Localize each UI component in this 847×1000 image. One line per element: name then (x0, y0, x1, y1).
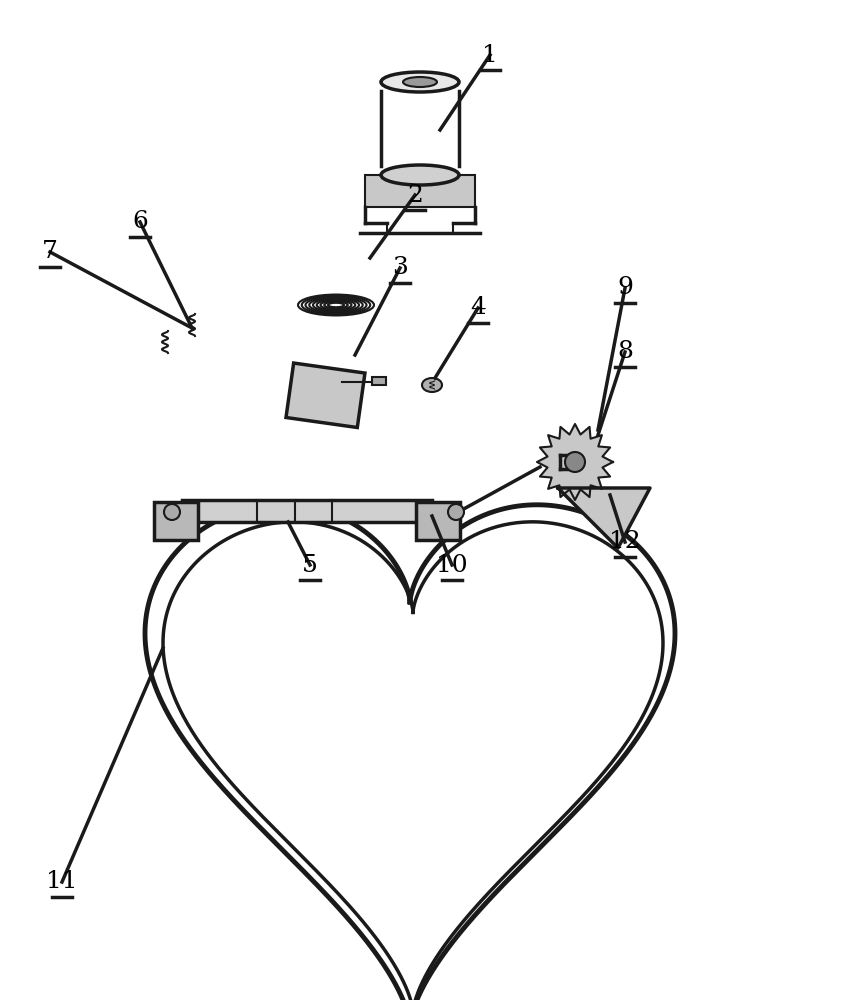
Text: 8: 8 (617, 340, 633, 363)
Bar (372, 377, 386, 385)
Text: 1: 1 (482, 43, 498, 66)
Ellipse shape (403, 77, 437, 87)
Text: 6: 6 (132, 211, 148, 233)
Ellipse shape (565, 452, 585, 472)
Text: 5: 5 (302, 554, 318, 576)
Ellipse shape (381, 72, 459, 92)
Bar (365, 175, 475, 207)
Text: 10: 10 (436, 554, 468, 576)
Text: 9: 9 (617, 276, 633, 300)
Text: 11: 11 (47, 870, 78, 894)
Bar (182, 500, 432, 522)
Ellipse shape (381, 165, 459, 185)
Bar (154, 502, 198, 540)
Bar (416, 502, 460, 540)
Text: 2: 2 (407, 184, 423, 207)
Ellipse shape (448, 504, 464, 520)
Bar (286, 363, 365, 428)
Text: 7: 7 (42, 240, 58, 263)
Text: 3: 3 (392, 256, 408, 279)
Text: 12: 12 (609, 530, 641, 554)
Ellipse shape (422, 378, 442, 392)
Polygon shape (558, 488, 650, 548)
Text: 4: 4 (470, 296, 486, 320)
Polygon shape (537, 424, 613, 500)
Ellipse shape (164, 504, 180, 520)
